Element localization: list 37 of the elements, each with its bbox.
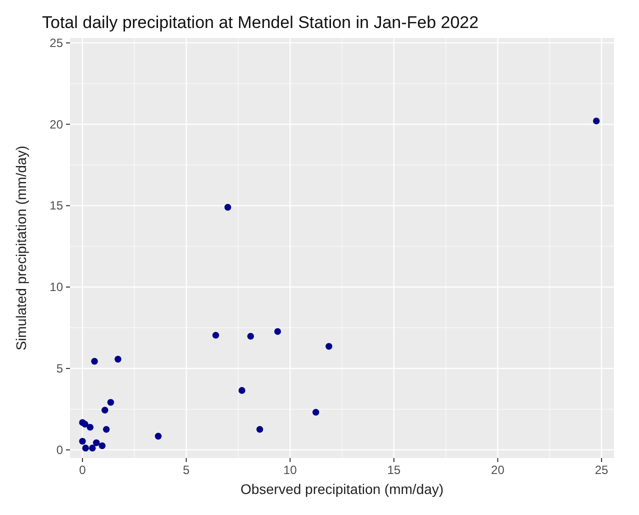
point	[92, 439, 100, 446]
x-tick-label: 20	[491, 463, 505, 477]
point	[238, 387, 246, 394]
point	[274, 328, 282, 335]
y-tick-label: 10	[50, 280, 64, 294]
y-tick-label: 5	[56, 361, 64, 376]
y-axis-title: Simulated precipitation (mm/day)	[13, 146, 29, 350]
point	[82, 444, 89, 452]
x-tick-label: 0	[79, 463, 86, 477]
y-tick-label: 15	[50, 198, 64, 213]
x-tick-label: 25	[594, 463, 609, 477]
y-tick-label: 0	[56, 442, 64, 457]
y-tick-label: 25	[50, 36, 64, 50]
point	[114, 356, 122, 363]
x-tick-label: 5	[182, 463, 190, 477]
x-tick-label: 15	[387, 463, 401, 477]
point	[79, 438, 86, 445]
point	[98, 442, 106, 450]
x-tick-label: 10	[283, 463, 298, 477]
point	[212, 332, 220, 339]
point	[102, 426, 110, 433]
y-tick-label: 20	[50, 117, 64, 132]
point	[89, 444, 96, 452]
point	[224, 204, 232, 211]
point	[101, 406, 108, 414]
chart-title: Total daily precipitation at Mendel Station in Jan-Feb 2022	[42, 13, 479, 32]
x-axis-title: Observed precipitation (mm/day)	[240, 481, 444, 497]
point	[256, 426, 264, 433]
point	[82, 420, 88, 428]
point	[107, 398, 114, 406]
point	[154, 432, 162, 440]
point	[312, 408, 320, 416]
point	[91, 358, 98, 365]
point	[247, 332, 254, 340]
point	[592, 118, 600, 124]
point	[326, 342, 332, 350]
point	[86, 424, 94, 431]
